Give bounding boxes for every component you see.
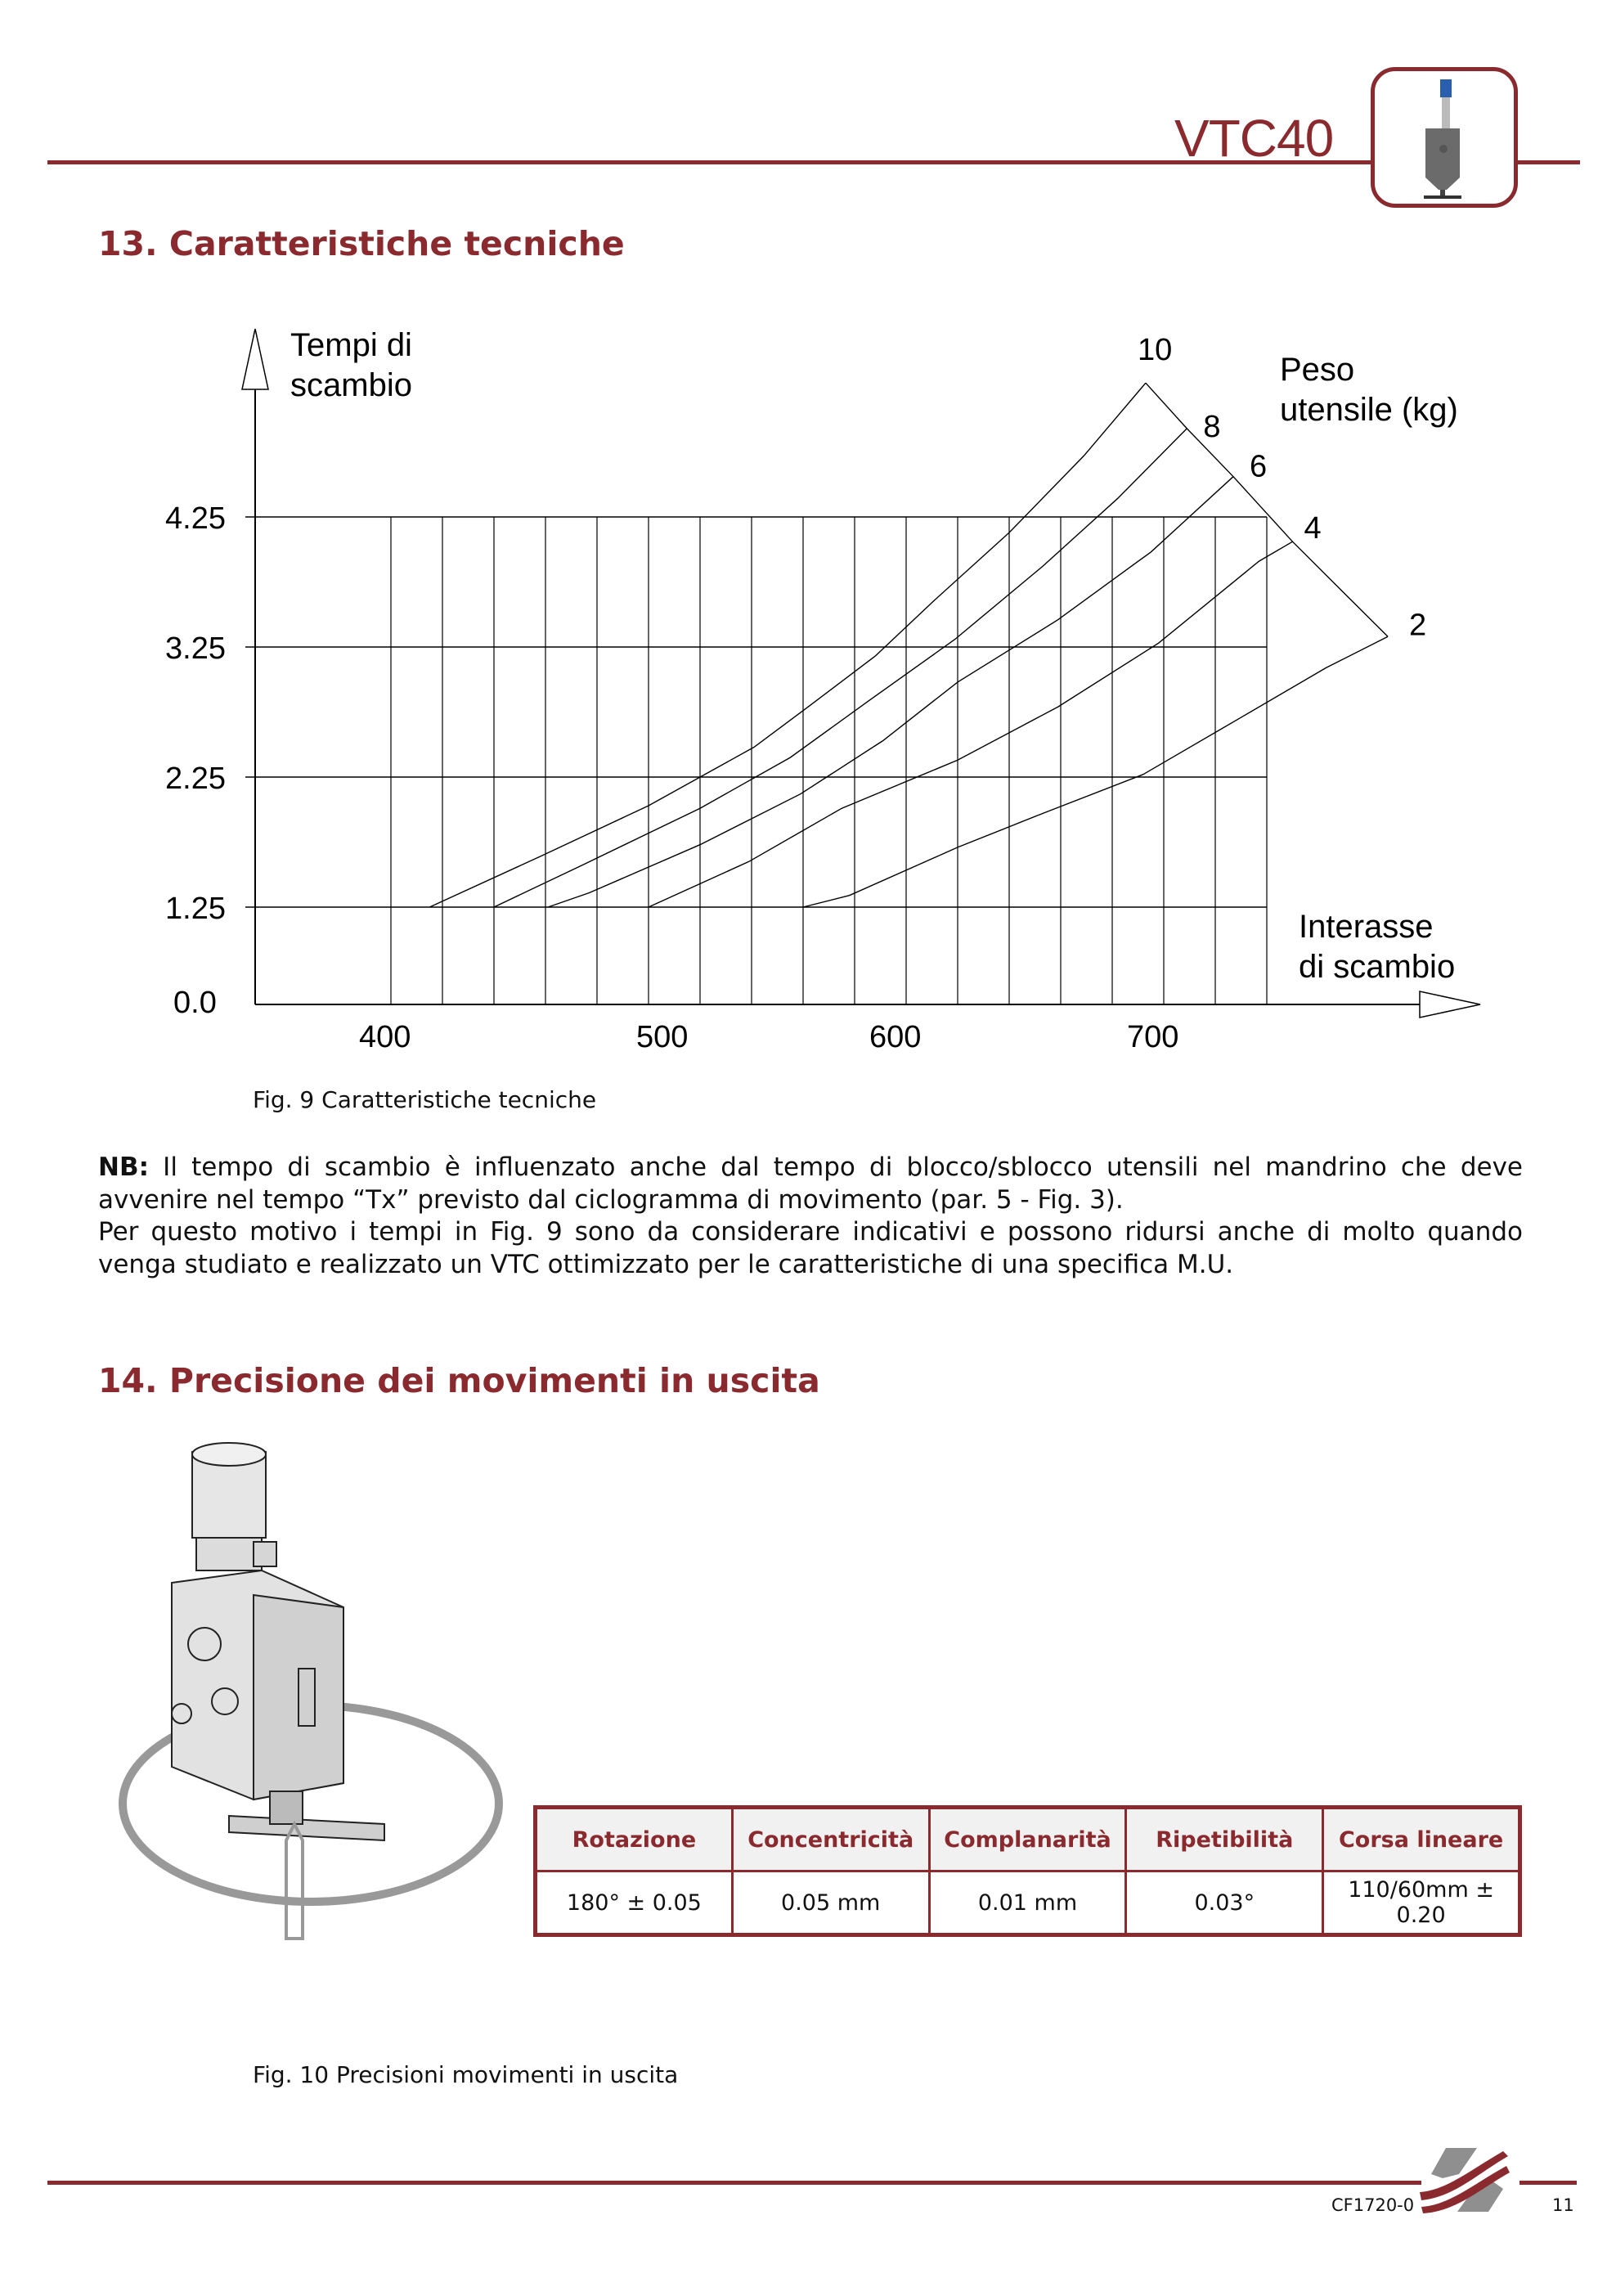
legend-title-line1: Peso	[1280, 352, 1354, 388]
y-axis-arrow-icon	[241, 328, 269, 390]
x-axis-label-line2: di scambio	[1299, 949, 1455, 985]
figure-10-caption: Fig. 10 Precisioni movimenti in uscita	[253, 2061, 679, 2088]
cell-complanarita: 0.01 mm	[927, 1870, 1128, 1936]
note-text-2: Per questo motivo i tempi in Fig. 9 sono…	[98, 1217, 1523, 1279]
table-row: 180° ± 0.05 0.05 mm 0.01 mm 0.03° 110/60…	[534, 1870, 1521, 1936]
curve-4-kg	[648, 541, 1293, 908]
vtc-machine-illustration	[119, 1442, 503, 1940]
col-header-rotazione: Rotazione	[534, 1806, 734, 1872]
cell-rotazione: 180° ± 0.05	[534, 1870, 734, 1936]
series-label-10: 10	[1138, 333, 1172, 367]
note-text-1: Il tempo di scambio è influenzato anche …	[98, 1152, 1523, 1215]
series-label-2: 2	[1409, 608, 1426, 642]
y-tick-label: 0.0	[173, 986, 217, 1020]
figure-9-caption: Fig. 9 Caratteristiche tecniche	[253, 1086, 597, 1113]
chart-curves	[429, 382, 1389, 908]
curve-2-kg	[802, 636, 1389, 908]
curve-8-kg	[493, 428, 1187, 908]
series-label-4: 4	[1304, 511, 1322, 546]
col-header-complanarita: Complanarità	[927, 1806, 1128, 1872]
x-tick-labels: 400 500 600 700	[359, 1020, 1178, 1054]
y-tick-label: 1.25	[165, 892, 226, 926]
y-axis-label-line2: scambio	[290, 367, 412, 403]
exchange-time-chart: Tempi di scambio Interasse di scambio Pe…	[165, 327, 1481, 1054]
model-title: VTC40	[1174, 109, 1334, 168]
table-header-row: Rotazione Concentricità Complanarità Rip…	[534, 1806, 1521, 1872]
cell-corsa-lineare: 110/60mm ± 0.20	[1322, 1870, 1521, 1936]
y-axis-label-line1: Tempi di	[290, 327, 412, 363]
document-code: CF1720-0	[1331, 2195, 1415, 2215]
note-paragraph: NB: Il tempo di scambio è influenzato an…	[98, 1152, 1523, 1281]
y-tick-label: 3.25	[165, 631, 226, 666]
cell-concentricita: 0.05 mm	[730, 1870, 931, 1936]
note-label: NB:	[98, 1152, 149, 1182]
curve-10-kg	[429, 382, 1147, 908]
x-tick-label: 700	[1127, 1020, 1178, 1054]
series-label-6: 6	[1250, 450, 1267, 484]
y-tick-labels: 0.0 1.25 2.25 3.25 4.25	[165, 501, 226, 1020]
col-header-concentricita: Concentricità	[730, 1806, 931, 1872]
product-thumbnail	[1371, 67, 1518, 208]
footer-rule-right	[1519, 2181, 1577, 2185]
y-tick-label: 2.25	[165, 762, 226, 796]
y-tick-label: 4.25	[165, 501, 226, 536]
page-number: 11	[1552, 2195, 1574, 2215]
x-axis-arrow-icon	[1419, 991, 1481, 1018]
curve-6-kg	[547, 476, 1234, 908]
section-13-heading: 13. Caratteristiche tecniche	[98, 224, 625, 263]
precision-table: Rotazione Concentricità Complanarità Rip…	[533, 1805, 1522, 1937]
company-logo	[1420, 2148, 1510, 2213]
legend-title-line2: utensile (kg)	[1280, 392, 1458, 428]
col-header-corsa-lineare: Corsa lineare	[1322, 1806, 1521, 1872]
col-header-ripetibilita: Ripetibilità	[1124, 1806, 1325, 1872]
footer-rule	[47, 2181, 1421, 2185]
x-tick-label: 400	[359, 1020, 411, 1054]
series-label-8: 8	[1203, 410, 1220, 444]
cell-ripetibilita: 0.03°	[1124, 1870, 1325, 1936]
section-14-heading: 14. Precisione dei movimenti in uscita	[98, 1361, 820, 1400]
x-axis-label-line1: Interasse	[1299, 909, 1434, 945]
x-tick-label: 600	[869, 1020, 921, 1054]
header-rule-right	[1518, 160, 1580, 164]
chart-grid	[245, 516, 1268, 1004]
weight-envelope-line	[1145, 382, 1389, 637]
header-rule	[47, 160, 1371, 164]
series-labels: 10 86 4 2	[1138, 333, 1426, 642]
x-tick-label: 500	[636, 1020, 688, 1054]
